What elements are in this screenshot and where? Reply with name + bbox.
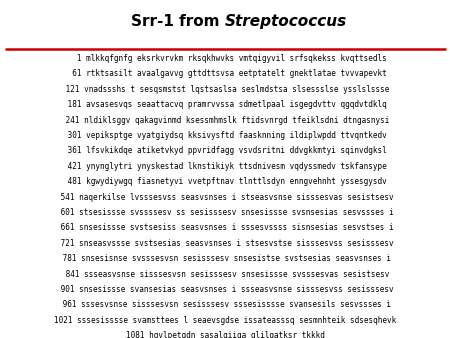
Text: 1 mlkkqfgnfg eksrkvrvkm rksqkhwvks vmtqigyvil srfsqkekss kvqttsedls: 1 mlkkqfgnfg eksrkvrvkm rksqkhwvks vmtqi…	[63, 54, 387, 63]
Text: 241 nldiklsggv qakagvinmd ksessmhmslk ftidsvnrgd tfeiklsdni dtngasnysi: 241 nldiklsggv qakagvinmd ksessmhmslk ft…	[61, 116, 389, 125]
Text: 601 stsesissse svssssesv ss sesisssesv snsesissse svsnsesias sesvssses i: 601 stsesissse svssssesv ss sesisssesv s…	[56, 208, 394, 217]
Text: 841 ssseasvsnse sisssesvsn sesisssesv snsesissse svsssesvas sesistsesv: 841 ssseasvsnse sisssesvsn sesisssesv sn…	[61, 270, 389, 279]
Text: 781 snsesisnse svsssesvsn sesisssesv snsesistse svstsesias seasvsnses i: 781 snsesisnse svsssesvsn sesisssesv sns…	[58, 254, 392, 263]
Text: 421 ynynglytri ynyskestad lknstikiyk ttsdnivesm vqdyssmedv tskfansype: 421 ynynglytri ynyskestad lknstikiyk tts…	[63, 162, 387, 171]
Text: 481 kgwydiywgq fiasnetyvi vvetpftnav tlnttlsdyn enngvehnht yssesgysdv: 481 kgwydiywgq fiasnetyvi vvetpftnav tln…	[63, 177, 387, 186]
Text: 721 snseasvssse svstsesias seasvsnses i stsesvstse sisssesvss sesisssesv: 721 snseasvssse svstsesias seasvsnses i …	[56, 239, 394, 248]
Text: 121 vnadssshs t sesqsmstst lqstsaslsa seslmdstsa slsessslse ysslslssse: 121 vnadssshs t sesqsmstst lqstsaslsa se…	[61, 85, 389, 94]
Text: 901 snsesissse svansesias seasvsnses i ssseasvsnse sisssesvss sesisssesv: 901 snsesissse svansesias seasvsnses i s…	[56, 285, 394, 294]
Text: 541 naqerkilse lvsssesvss seasvsnses i stseasvsnse sisssesvas sesistsesv: 541 naqerkilse lvsssesvss seasvsnses i s…	[56, 193, 394, 202]
Text: 361 lfsvkikdqe atiketvkyd ppvridfagg vsvdsritni ddvgkkmtyi sqinvdgksl: 361 lfsvkikdqe atiketvkyd ppvridfagg vsv…	[63, 146, 387, 155]
Text: Streptococcus: Streptococcus	[225, 14, 347, 28]
Text: 961 sssesvsnse sisssesvsn sesisssesv sssesisssse svansesils sesvssses i: 961 sssesvsnse sisssesvsn sesisssesv sss…	[58, 300, 392, 310]
Text: 61 rtktsasilt avaalgavvg gttdttsvsa eetptatelt gnektlatae tvvvapevkt: 61 rtktsasilt avaalgavvg gttdttsvsa eetp…	[63, 70, 387, 78]
Text: 1021 sssesisssse svamsttees l seaevsgdse issateasssq sesmnhteik sdsesqhevk: 1021 sssesisssse svamsttees l seaevsgdse…	[54, 316, 396, 325]
Text: 661 snsesissse svstsesiss seasvsnses i sssesvssss sisnsesias sesvstses i: 661 snsesissse svstsesiss seasvsnses i s…	[56, 223, 394, 233]
Text: 181 avsasesvqs seaattacvq pramrvvssa sdmetlpaal isgegdvttv qgqdvtdklq: 181 avsasesvqs seaattacvq pramrvvssa sdm…	[63, 100, 387, 109]
Text: Srr-1 from: Srr-1 from	[131, 14, 225, 28]
Text: 1081 hqvlpetgdn sasalgiiga glilgatksr tkkkd: 1081 hqvlpetgdn sasalgiiga glilgatksr tk…	[126, 331, 324, 338]
Text: 301 vepiksptge vyatgiydsq kksivysftd faasknning ildiplwpdd ttvqntkedv: 301 vepiksptge vyatgiydsq kksivysftd faa…	[63, 131, 387, 140]
